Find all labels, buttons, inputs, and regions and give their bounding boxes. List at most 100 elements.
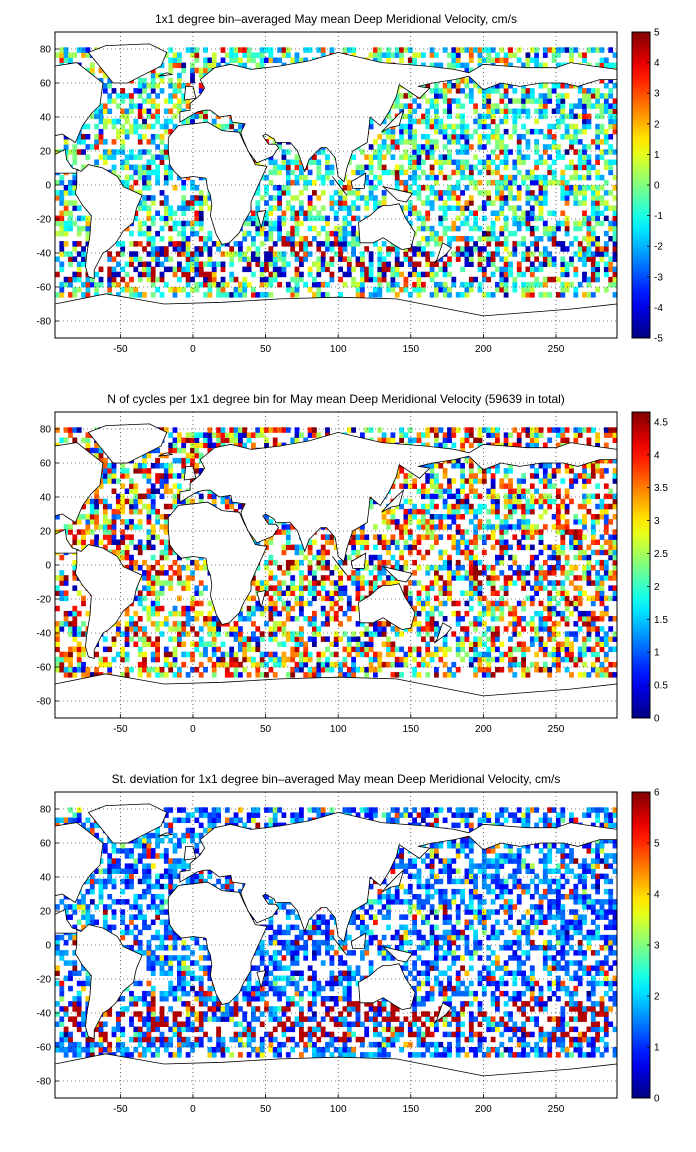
heatmap-cell	[347, 180, 352, 186]
heatmap-cell	[129, 262, 134, 268]
heatmap-cell	[303, 251, 308, 256]
heatmap-cell	[203, 282, 208, 288]
heatmap-cell	[147, 216, 152, 222]
heatmap-cell	[312, 626, 317, 632]
heatmap-cell	[491, 591, 496, 597]
heatmap-cell	[404, 205, 409, 211]
heatmap-cell	[120, 647, 125, 653]
heatmap-cell	[325, 231, 330, 237]
heatmap-cell	[351, 282, 356, 288]
heatmap-cell	[103, 154, 108, 160]
heatmap-cell	[504, 272, 509, 278]
heatmap-cell	[308, 205, 313, 211]
heatmap-cell	[151, 575, 156, 581]
heatmap-cell	[417, 185, 422, 191]
heatmap-cell	[351, 606, 356, 612]
heatmap-cell	[225, 652, 230, 658]
heatmap-cell	[116, 93, 121, 99]
heatmap-cell	[600, 667, 605, 673]
heatmap-cell	[177, 83, 182, 89]
heatmap-cell	[303, 180, 308, 186]
heatmap-cell	[382, 621, 387, 627]
heatmap-cell	[408, 134, 413, 140]
heatmap-cell	[142, 98, 147, 104]
heatmap-cell	[587, 114, 592, 120]
heatmap-cell	[456, 246, 461, 252]
heatmap-cell	[412, 621, 417, 627]
heatmap-cell	[68, 58, 73, 64]
heatmap-cell	[504, 246, 509, 252]
heatmap-cell	[556, 647, 561, 653]
heatmap-cell	[282, 652, 287, 658]
heatmap-cell	[434, 236, 439, 242]
heatmap-cell	[273, 611, 278, 617]
heatmap-cell	[608, 144, 613, 150]
heatmap-cell	[177, 596, 182, 602]
heatmap-cell	[495, 211, 500, 217]
heatmap-cell	[547, 144, 552, 150]
heatmap-cell	[321, 596, 326, 602]
heatmap-cell	[447, 63, 452, 69]
heatmap-cell	[587, 103, 592, 109]
heatmap-cell	[587, 292, 592, 298]
heatmap-cell	[521, 134, 526, 140]
heatmap-cell	[155, 119, 160, 125]
heatmap-cell	[295, 647, 300, 653]
heatmap-cell	[569, 647, 574, 653]
heatmap-cell	[456, 195, 461, 201]
heatmap-cell	[473, 216, 478, 222]
heatmap-cell	[330, 170, 335, 176]
heatmap-cell	[530, 58, 535, 64]
heatmap-cell	[81, 134, 86, 140]
heatmap-cell	[499, 180, 504, 186]
heatmap-cell	[155, 636, 160, 642]
heatmap-cell	[208, 251, 213, 256]
heatmap-cell	[417, 287, 422, 293]
heatmap-cell	[608, 205, 613, 211]
heatmap-cell	[177, 251, 182, 256]
heatmap-cell	[260, 63, 265, 69]
heatmap-cell	[573, 124, 578, 130]
heatmap-cell	[242, 47, 247, 53]
heatmap-cell	[560, 570, 565, 576]
heatmap-cell	[203, 200, 208, 206]
heatmap-cell	[430, 170, 435, 176]
heatmap-cell	[565, 165, 570, 171]
heatmap-cell	[534, 195, 539, 201]
heatmap-cell	[434, 575, 439, 581]
heatmap-cell	[316, 47, 321, 53]
heatmap-cell	[456, 636, 461, 642]
heatmap-cell	[325, 160, 330, 166]
heatmap-cell	[373, 154, 378, 160]
heatmap-cell	[295, 211, 300, 217]
heatmap-cell	[190, 652, 195, 658]
heatmap-cell	[164, 154, 169, 160]
heatmap-cell	[469, 98, 474, 104]
heatmap-cell	[504, 256, 509, 262]
heatmap-cell	[55, 190, 60, 196]
heatmap-cell	[303, 47, 308, 53]
heatmap-cell	[133, 180, 138, 186]
heatmap-cell	[521, 642, 526, 648]
heatmap-cell	[190, 180, 195, 186]
heatmap-cell	[582, 621, 587, 627]
heatmap-cell	[451, 124, 456, 130]
heatmap-cell	[386, 580, 391, 586]
heatmap-cell	[177, 205, 182, 211]
heatmap-cell	[142, 124, 147, 130]
heatmap-cell	[482, 631, 487, 637]
heatmap-cell	[177, 246, 182, 252]
heatmap-cell	[303, 185, 308, 191]
heatmap-cell	[347, 231, 352, 237]
heatmap-cell	[565, 267, 570, 273]
heatmap-cell	[295, 241, 300, 247]
heatmap-cell	[55, 667, 60, 673]
heatmap-cell	[147, 667, 152, 673]
heatmap-cell	[417, 251, 422, 256]
heatmap-cell	[521, 626, 526, 632]
heatmap-cell	[608, 119, 613, 125]
heatmap-cell	[377, 631, 382, 637]
heatmap-cell	[608, 47, 613, 53]
heatmap-cell	[543, 282, 548, 288]
heatmap-cell	[447, 647, 452, 653]
